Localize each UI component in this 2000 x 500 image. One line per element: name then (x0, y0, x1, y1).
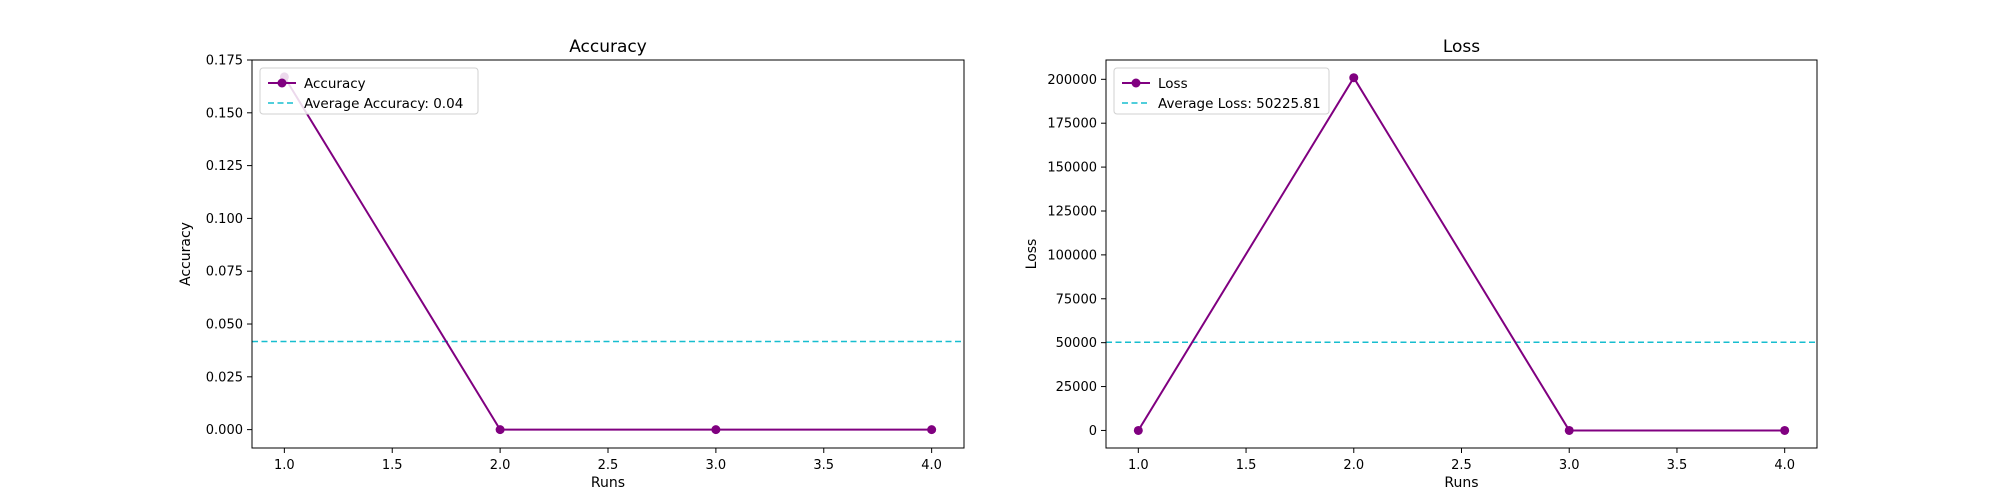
accuracy-series-line (283, 76, 932, 431)
loss-x-tick-label: 2.0 (1343, 458, 1364, 473)
accuracy-y-tick-label: 0.050 (206, 318, 243, 333)
loss-data-point (1780, 425, 1790, 435)
loss-legend: Loss Average Loss: 50225.81 (1113, 67, 1330, 115)
loss-legend-marker-swatch (1131, 78, 1141, 88)
accuracy-x-tick-label: 4.0 (921, 458, 942, 473)
loss-legend-label: Loss (1158, 76, 1188, 92)
loss-y-axis-label: Loss (1024, 239, 1040, 270)
accuracy-x-tick-label: 3.0 (706, 458, 727, 473)
accuracy-x-axis-label: Runs (591, 475, 625, 491)
accuracy-legend-marker-swatch (277, 78, 287, 88)
loss-x-axis-label: Runs (1444, 475, 1478, 491)
accuracy-x-tick-label: 1.0 (274, 458, 295, 473)
loss-title: Loss (1443, 37, 1480, 57)
accuracy-x-tick-label: 2.5 (598, 458, 619, 473)
accuracy-legend: Accuracy Average Accuracy: 0.04 (259, 67, 479, 115)
accuracy-title: Accuracy (569, 37, 647, 57)
accuracy-x-tick-label: 2.0 (490, 458, 511, 473)
loss-x-tick-label: 1.5 (1236, 458, 1257, 473)
accuracy-plot-frame (251, 59, 965, 449)
loss-data-point (1564, 425, 1574, 435)
accuracy-chart: Accuracy 1.0 1.5 2.0 2.5 3.0 3.5 4.0 0.000 0.025 0… (178, 37, 965, 491)
loss-y-tick-label: 75000 (1056, 292, 1097, 307)
accuracy-data-point (495, 425, 505, 435)
loss-x-tick-label: 4.0 (1774, 458, 1795, 473)
accuracy-data-point (927, 425, 937, 435)
accuracy-y-tick-label: 0.100 (206, 212, 243, 227)
accuracy-x-tick-label: 1.5 (382, 458, 403, 473)
loss-chart: Loss 1.0 1.5 2.0 2.5 3.0 3.5 4.0 0 25000 50000 7500… (1024, 37, 1818, 491)
accuracy-y-tick-label: 0.150 (206, 106, 243, 121)
loss-y-tick-label: 125000 (1047, 204, 1097, 219)
accuracy-legend-label: Accuracy (304, 76, 366, 92)
loss-y-tick-label: 100000 (1047, 248, 1097, 263)
loss-data-point (1133, 425, 1143, 435)
loss-y-tick-label: 150000 (1047, 161, 1097, 176)
loss-legend-average-label: Average Loss: 50225.81 (1158, 96, 1321, 112)
accuracy-data-point (711, 425, 721, 435)
accuracy-y-tick-label: 0.125 (206, 159, 243, 174)
loss-series-line (1137, 75, 1785, 432)
accuracy-legend-box (259, 67, 479, 115)
loss-data-point (1349, 73, 1359, 83)
loss-plot-frame (1105, 59, 1818, 449)
loss-x-tick-label: 3.5 (1667, 458, 1688, 473)
accuracy-y-tick-label: 0.000 (206, 423, 243, 438)
accuracy-y-axis-label: Accuracy (178, 222, 194, 286)
loss-x-tick-label: 1.0 (1128, 458, 1149, 473)
loss-y-tick-label: 200000 (1047, 73, 1097, 88)
loss-y-tick-label: 0 (1089, 424, 1097, 439)
loss-y-tick-label: 25000 (1056, 380, 1097, 395)
loss-x-tick-label: 3.0 (1559, 458, 1580, 473)
loss-x-tick-label: 2.5 (1451, 458, 1472, 473)
accuracy-y-tick-label: 0.075 (206, 265, 243, 280)
accuracy-y-tick-label: 0.175 (206, 54, 243, 69)
accuracy-x-tick-label: 3.5 (813, 458, 834, 473)
accuracy-legend-average-label: Average Accuracy: 0.04 (304, 96, 463, 112)
loss-legend-box (1113, 67, 1330, 115)
accuracy-y-tick-label: 0.025 (206, 370, 243, 385)
loss-y-tick-label: 50000 (1056, 336, 1097, 351)
loss-y-tick-label: 175000 (1047, 117, 1097, 132)
